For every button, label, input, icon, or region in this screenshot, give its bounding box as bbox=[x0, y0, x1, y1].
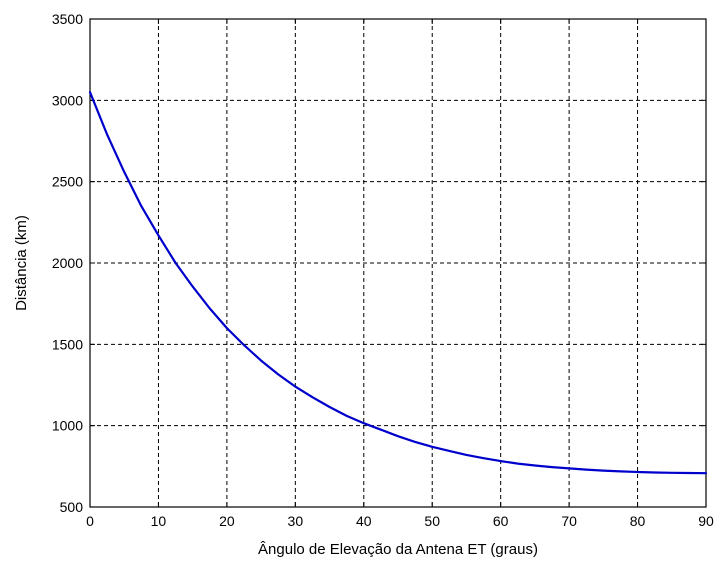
x-tick-label: 50 bbox=[424, 513, 440, 529]
x-tick-label: 60 bbox=[493, 513, 509, 529]
series-line bbox=[88, 91, 708, 475]
y-tick-label: 3500 bbox=[52, 11, 83, 27]
x-tick-label: 10 bbox=[151, 513, 167, 529]
x-axis-title: Ângulo de Elevação da Antena ET (graus) bbox=[258, 541, 538, 558]
x-axis-tick-labels: 0 10 20 30 40 50 60 70 80 90 bbox=[86, 513, 714, 529]
x-tick-label: 80 bbox=[630, 513, 646, 529]
y-tick-label: 1000 bbox=[52, 418, 83, 434]
x-tick-label: 30 bbox=[288, 513, 304, 529]
y-tick-label: 500 bbox=[60, 499, 84, 515]
y-tick-label: 3000 bbox=[52, 92, 83, 108]
y-axis-tick-labels: 500 1000 1500 2000 2500 3000 3500 bbox=[52, 11, 83, 515]
x-tick-label: 70 bbox=[561, 513, 577, 529]
grid-lines bbox=[90, 19, 706, 507]
y-tick-label: 2500 bbox=[52, 174, 83, 190]
x-tick-label: 90 bbox=[698, 513, 714, 529]
series-lines bbox=[88, 91, 708, 475]
y-axis-title: Distância (km) bbox=[13, 215, 30, 311]
tick-marks bbox=[89, 18, 707, 508]
y-tick-label: 1500 bbox=[52, 336, 83, 352]
y-tick-label: 2000 bbox=[52, 255, 83, 271]
x-tick-label: 0 bbox=[86, 513, 94, 529]
x-tick-label: 40 bbox=[356, 513, 372, 529]
x-tick-label: 20 bbox=[219, 513, 235, 529]
